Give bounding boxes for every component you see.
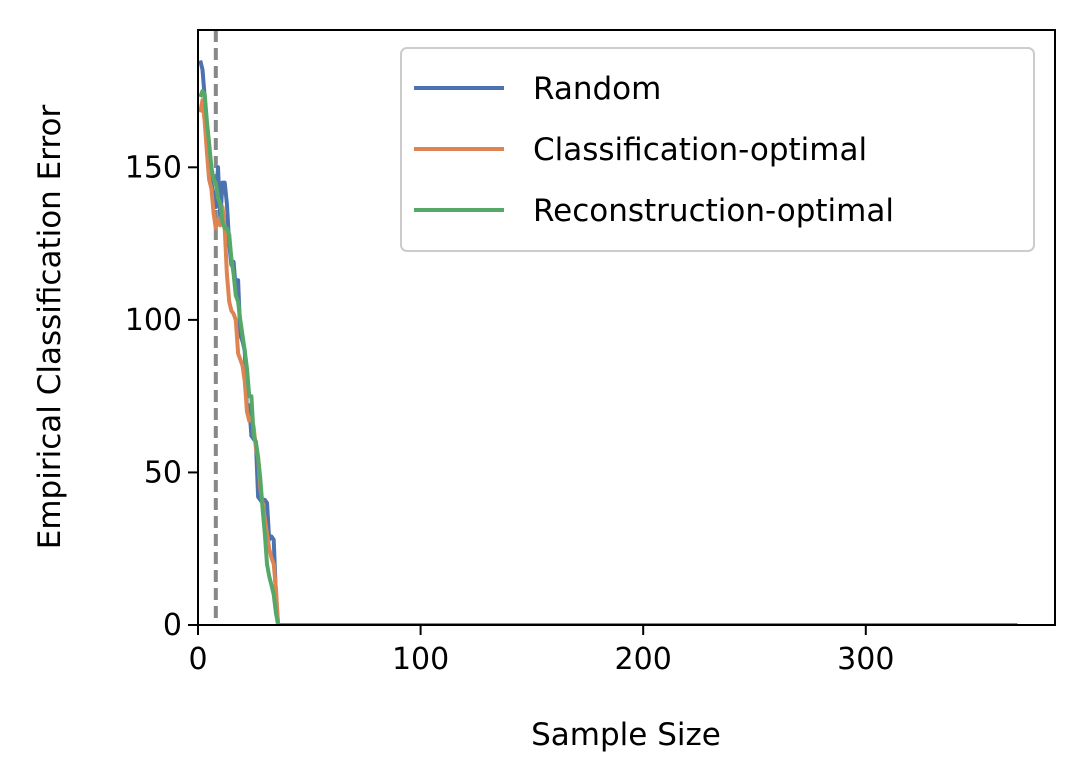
x-tick-label: 300 <box>837 642 894 677</box>
legend: Random Classification-optimal Reconstructi… <box>400 47 1035 252</box>
series-line-1 <box>198 98 1018 625</box>
x-axis: 0 100 200 300 <box>188 625 894 677</box>
legend-frame <box>400 47 1035 252</box>
legend-label-2: Reconstruction-optimal <box>533 193 894 229</box>
x-axis-label: Sample Size <box>531 717 721 753</box>
y-axis: 0 50 100 150 <box>125 150 198 643</box>
series-line-2 <box>198 89 1018 625</box>
series-layer <box>198 60 1018 625</box>
y-tick-label: 150 <box>125 150 182 185</box>
plot-frame <box>197 29 1056 626</box>
legend-label-1: Classification-optimal <box>533 132 867 168</box>
y-tick-label: 100 <box>125 303 182 338</box>
y-tick-label: 0 <box>163 608 182 643</box>
x-tick-label: 0 <box>188 642 207 677</box>
y-tick-label: 50 <box>144 455 182 490</box>
x-tick-label: 100 <box>392 642 449 677</box>
y-axis-label: Empirical Classification Error <box>32 105 68 550</box>
x-tick-label: 200 <box>615 642 672 677</box>
legend-label-0: Random <box>533 71 661 107</box>
